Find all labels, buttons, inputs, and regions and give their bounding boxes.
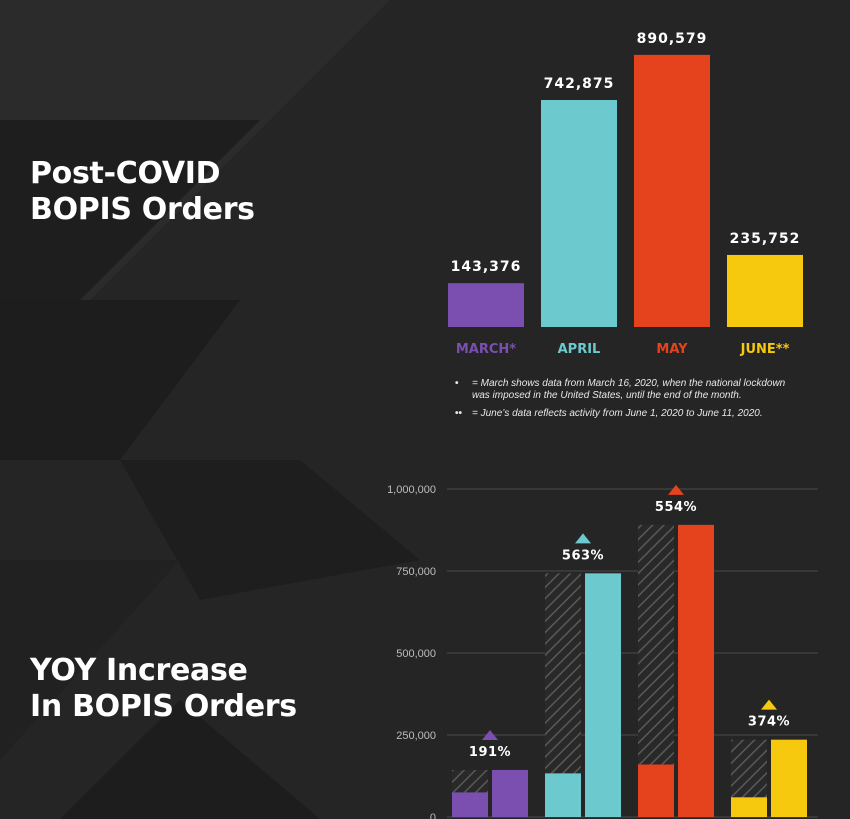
footnote-text: = March shows data from March 16, 2020, …	[472, 378, 786, 401]
footnote-text: = June’s data reflects activity from Jun…	[472, 408, 763, 419]
bar-june	[727, 254, 803, 327]
bar-value-label: 143,376	[451, 259, 522, 275]
category-label: JUNE**	[740, 342, 790, 357]
category-label: MAY	[656, 342, 688, 357]
bar-current-year-april	[585, 573, 621, 817]
post-covid-bar-chart: 143,376 MARCH* 742,875 APRIL 890,579 MAY 235,7…	[448, 31, 803, 357]
bar-current-year-june	[771, 739, 807, 817]
bar-value-label: 742,875	[544, 76, 615, 92]
bar-march	[448, 283, 524, 327]
increase-percent-label: 554%	[655, 500, 697, 515]
increase-arrow-icon	[761, 699, 777, 710]
increase-percent-label: 191%	[469, 745, 511, 760]
bar-prior-year-june	[731, 797, 767, 817]
bar-current-year-march	[492, 769, 528, 817]
increase-arrow-icon	[575, 533, 591, 544]
increase-percent-label: 563%	[562, 548, 604, 563]
increase-arrow-icon	[668, 484, 684, 495]
post-covid-title-line1: Post-COVID	[30, 156, 221, 191]
bar-prior-year-may	[638, 764, 674, 817]
y-tick-label: 750,000	[396, 566, 436, 578]
increase-arrow-icon	[482, 729, 498, 740]
y-tick-label: 0	[430, 812, 436, 819]
bar-value-label: 890,579	[637, 31, 708, 47]
bar-prior-year-march	[452, 792, 488, 817]
bar-current-year-may	[678, 524, 714, 817]
bar-value-label: 235,752	[730, 231, 801, 247]
footnote-march: • = March shows data from March 16, 2020…	[455, 378, 800, 402]
y-tick-label: 1,000,000	[387, 484, 436, 496]
bar-april	[541, 100, 617, 328]
yoy-title-line1: YOY Increase	[30, 653, 248, 688]
footnote-mark: •	[455, 378, 459, 389]
footnote-mark: ••	[455, 408, 463, 419]
category-label: MARCH*	[456, 342, 516, 357]
y-tick-label: 500,000	[396, 648, 436, 660]
bar-may	[634, 54, 710, 328]
footnote-june: •• = June’s data reflects activity from …	[455, 408, 800, 420]
category-label: APRIL	[558, 342, 601, 357]
yoy-title-line2: In BOPIS Orders	[30, 689, 297, 724]
increase-percent-label: 374%	[748, 715, 790, 730]
bar-prior-year-april	[545, 773, 581, 817]
y-tick-label: 250,000	[396, 730, 436, 742]
yoy-title: YOY Increase In BOPIS Orders	[30, 653, 297, 725]
post-covid-title-line2: BOPIS Orders	[30, 192, 255, 227]
footnotes: • = March shows data from March 16, 2020…	[455, 378, 800, 426]
post-covid-title: Post-COVID BOPIS Orders	[30, 156, 255, 228]
